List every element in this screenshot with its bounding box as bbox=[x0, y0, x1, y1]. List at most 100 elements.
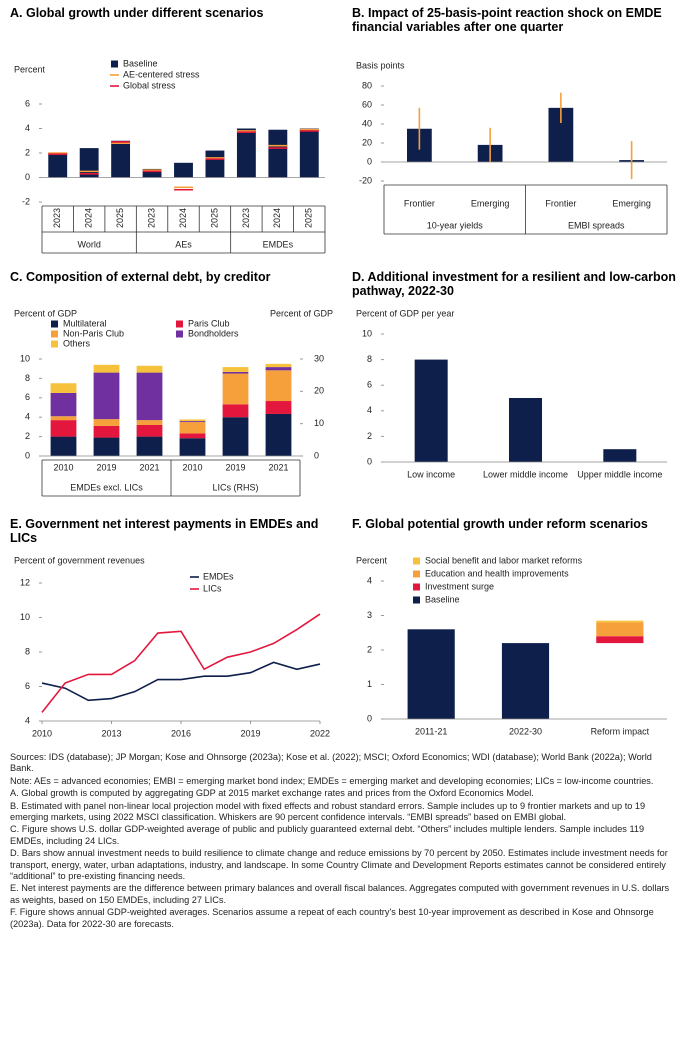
bar-segment bbox=[265, 413, 292, 456]
x-tick-label: Frontier bbox=[404, 198, 435, 208]
y-tick-label: 60 bbox=[362, 99, 372, 109]
bar-segment bbox=[265, 401, 292, 414]
x-tick-label: 2022-30 bbox=[509, 726, 542, 736]
bar-segment bbox=[179, 433, 206, 439]
group-label: World bbox=[77, 239, 100, 249]
bar-segment bbox=[93, 425, 120, 438]
legend-label: Multilateral bbox=[63, 318, 107, 328]
bar-segment bbox=[50, 420, 77, 437]
x-tick-label: Lower middle income bbox=[483, 469, 568, 479]
y-tick-label: 2 bbox=[367, 431, 372, 441]
legend-label: Paris Club bbox=[188, 318, 230, 328]
bar-segment bbox=[136, 365, 163, 373]
panel-title: E. Government net interest payments in E… bbox=[10, 517, 319, 545]
y2-tick-label: 20 bbox=[314, 386, 324, 396]
bar-segment bbox=[222, 417, 249, 456]
bar-segment bbox=[179, 421, 206, 423]
legend-label: Others bbox=[63, 338, 91, 348]
x-tick-label: 2010 bbox=[182, 462, 202, 472]
x-tick-label: 2019 bbox=[225, 462, 245, 472]
x-tick-label: Reform impact bbox=[591, 726, 650, 736]
bar bbox=[236, 128, 256, 178]
y-tick-label: 6 bbox=[367, 380, 372, 390]
legend-key bbox=[413, 570, 420, 578]
bar bbox=[268, 129, 288, 178]
y-tick-label: 0 bbox=[25, 172, 30, 182]
y-tick-label: 8 bbox=[25, 646, 30, 656]
chart: Percent of GDP per year 0 2 4 6 8 10 Low income… bbox=[356, 308, 667, 479]
x-tick-label: 2010 bbox=[32, 728, 52, 738]
bar-segment bbox=[93, 437, 120, 456]
x-tick-label: 2019 bbox=[96, 462, 116, 472]
y-tick-label: 6 bbox=[25, 98, 30, 108]
legend-label: Global stress bbox=[123, 80, 176, 90]
bar bbox=[205, 150, 225, 178]
bar-segment bbox=[265, 370, 292, 402]
line-series bbox=[41, 613, 321, 713]
bar-segment bbox=[596, 643, 643, 719]
note: B. Estimated with panel non-linear local… bbox=[10, 800, 646, 823]
group-label: EMDEs excl. LICs bbox=[70, 482, 143, 492]
bar bbox=[174, 162, 193, 178]
legend-key bbox=[413, 583, 420, 591]
bar bbox=[508, 398, 543, 462]
panel-title: D. Additional investment for a resilient… bbox=[352, 270, 676, 298]
bar-segment bbox=[179, 419, 206, 422]
bar bbox=[111, 140, 131, 178]
x-tick-label: 2023 bbox=[146, 208, 156, 228]
y-axis-label: Basis points bbox=[356, 60, 405, 70]
note: Sources: IDS (database); JP Morgan; Kose… bbox=[10, 752, 652, 774]
note: Note: AEs = advanced economies; EMBI = e… bbox=[10, 775, 654, 786]
y-tick-label: 8 bbox=[25, 373, 30, 383]
group-label: LICs (RHS) bbox=[212, 482, 258, 492]
note: F. Figure shows annual GDP-weighted aver… bbox=[10, 907, 654, 929]
legend-key bbox=[51, 320, 58, 328]
bar bbox=[48, 153, 68, 178]
bar-segment bbox=[407, 629, 455, 719]
panel-c: C. Composition of external debt, by cred… bbox=[10, 270, 335, 497]
y-tick-label: 6 bbox=[25, 392, 30, 402]
bar-segment bbox=[50, 436, 77, 456]
y-tick-label: 6 bbox=[25, 681, 30, 691]
legend-key bbox=[176, 330, 183, 338]
y-tick-label: 10 bbox=[20, 353, 30, 363]
panel-a: A. Global growth under different scenari… bbox=[10, 6, 335, 254]
bar-segment bbox=[93, 364, 120, 373]
x-tick-label: 2025 bbox=[304, 208, 314, 228]
bar-segment bbox=[136, 420, 163, 425]
y-tick-label: 4 bbox=[367, 575, 372, 585]
y-axis-label: Percent of government revenues bbox=[14, 555, 145, 565]
chart: Percent -2 0 2 4 6 2023 2024 2025 2023 2024 2025 202… bbox=[14, 58, 326, 254]
legend-label: Social benefit and labor market reforms bbox=[425, 555, 583, 565]
group-label: AEs bbox=[175, 239, 192, 249]
y-axis-label: Percent bbox=[14, 64, 46, 74]
bar-segment bbox=[501, 643, 550, 719]
bar-segment bbox=[265, 367, 292, 371]
panel-title: F. Global potential growth under reform … bbox=[352, 517, 648, 531]
y-tick-label: 2 bbox=[367, 644, 372, 654]
x-tick-label: 2022 bbox=[310, 728, 330, 738]
legend-label: Education and health improvements bbox=[425, 568, 569, 578]
y-axis-label: Percent bbox=[356, 555, 388, 565]
bar-segment bbox=[596, 622, 644, 637]
y-tick-label: 0 bbox=[367, 713, 372, 723]
panel-f: F. Global potential growth under reform … bbox=[352, 517, 677, 736]
x-tick-label: 2024 bbox=[272, 208, 282, 228]
panel-title: B. Impact of 25-basis-point reaction sho… bbox=[352, 6, 662, 34]
line-series bbox=[41, 661, 321, 702]
y-tick-label: 8 bbox=[367, 354, 372, 364]
bar bbox=[414, 359, 448, 462]
panel-b: B. Impact of 25-basis-point reaction sho… bbox=[352, 6, 677, 235]
y-tick-label: 4 bbox=[25, 412, 30, 422]
legend-key bbox=[176, 320, 183, 328]
bar-segment bbox=[50, 416, 77, 421]
y-tick-label: 10 bbox=[20, 612, 30, 622]
legend-key bbox=[413, 557, 420, 565]
group-label: EMDEs bbox=[263, 239, 294, 249]
y-tick-label: 3 bbox=[367, 610, 372, 620]
x-tick-label: 2023 bbox=[52, 208, 62, 228]
bar-segment bbox=[179, 438, 206, 456]
bar-segment bbox=[222, 367, 249, 372]
x-tick-label: Emerging bbox=[471, 198, 510, 208]
y-tick-label: 12 bbox=[20, 577, 30, 587]
